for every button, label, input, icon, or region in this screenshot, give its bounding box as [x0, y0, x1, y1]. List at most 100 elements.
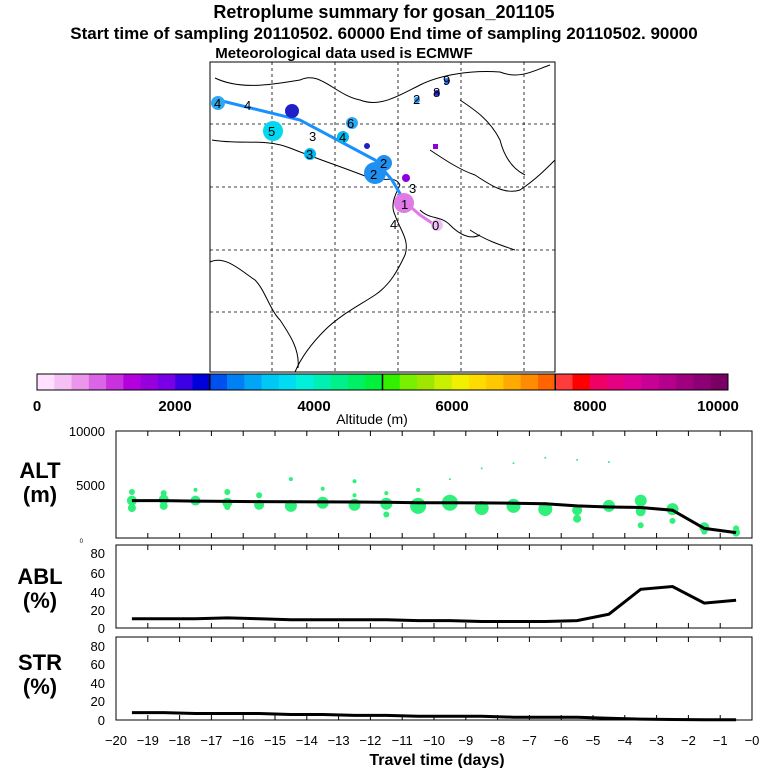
- y-tick: 0: [98, 621, 105, 636]
- panel-abl: ABL (%) 80 60 40 20 0: [17, 544, 753, 636]
- colorbar-cell: [365, 374, 383, 390]
- y-tick: 40: [91, 676, 105, 691]
- colorbar-cell: [537, 374, 556, 390]
- alt-scatter-point: [128, 489, 135, 495]
- alt-scatter-point: [224, 504, 231, 510]
- x-tick: −4: [617, 733, 632, 748]
- colorbar-cell: [192, 374, 211, 390]
- alt-scatter-point: [634, 494, 647, 507]
- colorbar-cell: [399, 374, 418, 390]
- chart-title: Retroplume summary for gosan_201105: [213, 2, 555, 22]
- colorbar-cell: [710, 374, 729, 390]
- y-tick: 40: [91, 585, 105, 600]
- map-background: [209, 61, 556, 373]
- cluster-marker: [337, 131, 349, 143]
- colorbar-cell: [296, 374, 314, 390]
- y-tick: 5000: [76, 478, 105, 493]
- colorbar-cell: [123, 374, 142, 390]
- alt-scatter-point: [256, 492, 263, 499]
- cluster-marker: [304, 148, 316, 160]
- panel-frame: [115, 430, 753, 539]
- y-tick: 0: [98, 713, 105, 728]
- coastlines: [209, 64, 556, 373]
- x-tick: −13: [328, 733, 350, 748]
- y-tick: 20: [91, 603, 105, 618]
- map-gridlines: [210, 62, 555, 372]
- colorbar-tick: 0: [33, 398, 41, 415]
- alt-scatter-point: [383, 511, 390, 518]
- y-tick: 80: [91, 546, 105, 561]
- cluster-marker: [402, 174, 410, 182]
- cluster-marker: [364, 143, 370, 149]
- colorbar-cell: [624, 374, 643, 390]
- cluster-marker: [433, 144, 438, 149]
- alt-data: [126, 456, 741, 537]
- colorbar-cell: [330, 374, 349, 390]
- cluster-marker: [263, 121, 283, 141]
- alt-scatter-point: [159, 501, 168, 510]
- track-day-labels: 4 4 5 3 4 6 3 1 2 4 0 2 3 9 8 2: [214, 73, 450, 233]
- alt-scatter-point: [538, 502, 553, 517]
- panel-frame: [115, 636, 753, 721]
- x-tick: −7: [522, 733, 537, 748]
- panel-label-str: STR: [18, 650, 62, 675]
- x-tick: −8: [490, 733, 505, 748]
- colorbar-cell: [157, 374, 176, 390]
- colorbar-cell: [658, 374, 677, 390]
- cluster-marker: [444, 78, 450, 84]
- x-tick: −18: [169, 733, 191, 748]
- panel-alt: ALT (m) 10000 5000 0: [19, 424, 753, 545]
- y-tick: 20: [91, 694, 105, 709]
- track-label: 0: [432, 218, 439, 233]
- panel-label-alt: ALT: [19, 458, 61, 483]
- panel-label-abl: ABL: [17, 564, 62, 589]
- colorbar-tick: 2000: [158, 398, 191, 415]
- panel-label-str-units: (%): [23, 674, 57, 699]
- colorbar-tick: 4000: [297, 398, 330, 415]
- y-ticks-str: 80 60 40 20 0: [91, 639, 105, 728]
- colorbar-cell: [693, 374, 712, 390]
- alt-scatter-point: [576, 458, 579, 461]
- cluster-marker: [434, 90, 440, 96]
- x-axis-label: Travel time (days): [369, 752, 504, 768]
- track-label: 4: [214, 96, 221, 111]
- x-tick: −0: [745, 733, 760, 748]
- x-tick: −2: [681, 733, 696, 748]
- alt-scatter-point: [410, 497, 427, 514]
- track-label: 8: [433, 85, 440, 100]
- colorbar-ticks: 0 2000 4000 6000 8000 10000: [33, 398, 739, 415]
- x-axis-tickmarks: [115, 431, 753, 720]
- alt-scatter-point: [506, 498, 521, 513]
- abl-data: [131, 584, 737, 623]
- colorbar-label: Altitude (m): [336, 411, 408, 427]
- colorbar-cell: [676, 374, 694, 390]
- alt-scatter-point: [669, 517, 676, 524]
- plume-track-blue: [217, 98, 407, 203]
- cluster-marker: [431, 219, 443, 231]
- cluster-marker: [394, 193, 414, 213]
- x-tick: −20: [105, 733, 127, 748]
- y-ticks-alt: 10000 5000 0: [69, 424, 105, 545]
- alt-scatter-point: [637, 522, 644, 529]
- colorbar-cell: [54, 374, 73, 390]
- colorbar-cell: [88, 374, 107, 390]
- x-tick: −9: [458, 733, 473, 748]
- colorbar-cell: [71, 374, 90, 390]
- series-line: [131, 584, 737, 623]
- alt-scatter-point: [224, 489, 231, 495]
- colorbar-cell: [347, 374, 366, 390]
- colorbar-cell: [572, 374, 591, 390]
- alt-scatter-point: [474, 501, 489, 515]
- colorbar-cell: [607, 374, 625, 390]
- colorbar-cell: [434, 374, 453, 390]
- colorbar-cell: [503, 374, 522, 390]
- cluster-marker: [211, 96, 225, 110]
- met-data-note: Meteorological data used is ECMWF: [215, 45, 473, 62]
- alt-scatter-point: [512, 462, 515, 465]
- y-tick: 10000: [69, 424, 105, 439]
- x-axis-ticks: −20 −19 −18 −17 −16 −15 −14 −13 −12 −11 −10 −9 −8 −7 −…: [105, 733, 759, 748]
- alt-scatter-point: [480, 467, 483, 470]
- track-label: 3: [409, 181, 416, 196]
